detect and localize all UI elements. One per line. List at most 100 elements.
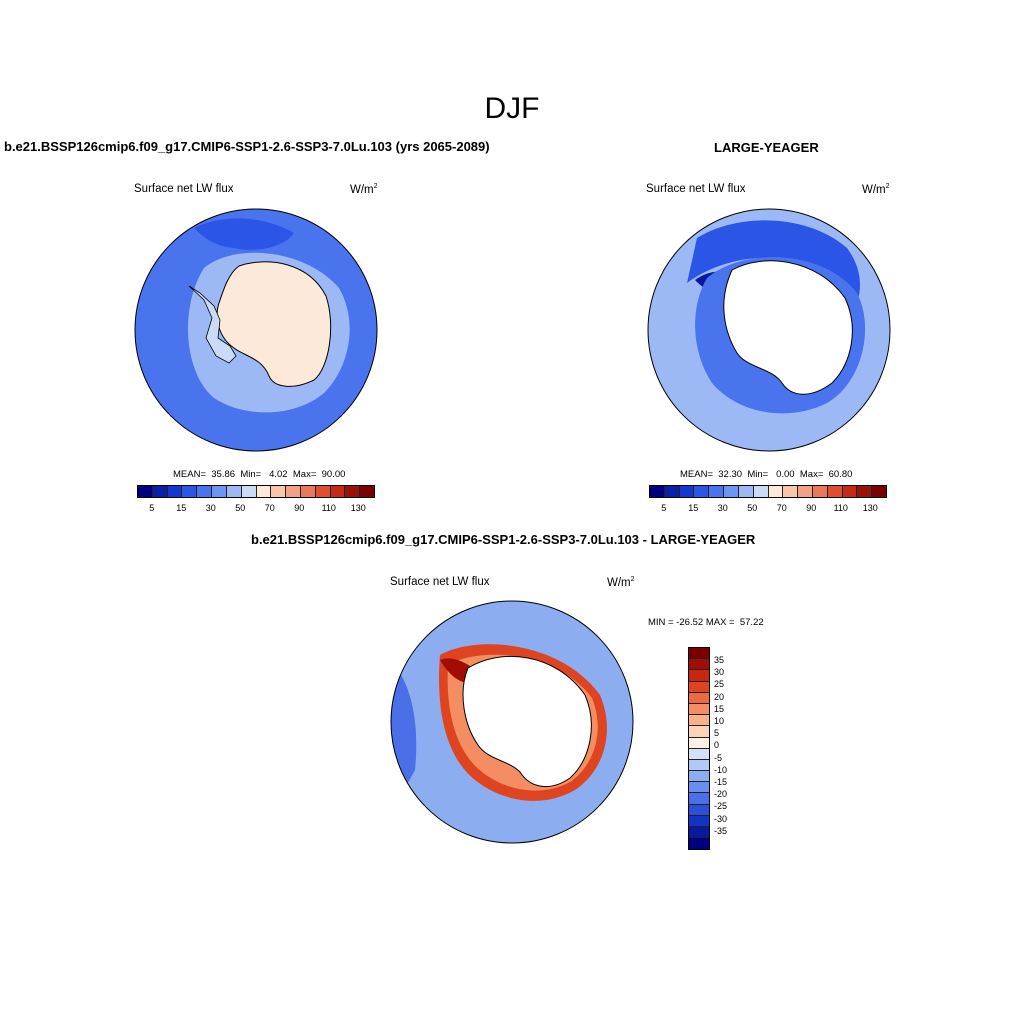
model-units-label: W/m2 xyxy=(350,183,378,196)
colorbar-swatch xyxy=(689,726,709,738)
obs-colorbar xyxy=(649,485,887,498)
model-panel-title: b.e21.BSSP126cmip6.f09_g17.CMIP6-SSP1-2.… xyxy=(4,139,490,154)
diff-units-label: W/m2 xyxy=(607,576,635,589)
model-ocean-anomaly xyxy=(194,218,294,250)
colorbar-swatch xyxy=(689,827,709,839)
colorbar-swatch xyxy=(694,486,710,497)
colorbar-tick-label: 25 xyxy=(714,679,725,690)
colorbar-swatch xyxy=(664,486,680,497)
colorbar-tick-label: 5 xyxy=(661,503,667,513)
colorbar-tick-label: 30 xyxy=(714,667,725,678)
colorbar-swatch xyxy=(812,486,828,497)
colorbar-tick-label: 5 xyxy=(149,503,155,513)
colorbar-swatch xyxy=(689,771,709,783)
colorbar-tick-label: 50 xyxy=(747,503,758,513)
colorbar-swatch xyxy=(689,681,709,693)
model-antarctica xyxy=(216,261,332,387)
diff-panel-title: b.e21.BSSP126cmip6.f09_g17.CMIP6-SSP1-2.… xyxy=(251,532,756,547)
model-variable-label: Surface net LW flux xyxy=(134,183,234,195)
colorbar-swatch xyxy=(330,486,346,497)
colorbar-tick-label: 5 xyxy=(714,728,720,739)
colorbar-swatch xyxy=(345,486,361,497)
colorbar-swatch xyxy=(689,648,709,660)
colorbar-swatch xyxy=(689,703,709,716)
diff-antarctica xyxy=(462,655,592,787)
colorbar-swatch xyxy=(872,486,886,497)
colorbar-tick-label: 70 xyxy=(264,503,275,513)
colorbar-swatch xyxy=(857,486,873,497)
colorbar-swatch xyxy=(256,486,272,497)
colorbar-swatch xyxy=(360,486,374,497)
colorbar-swatch xyxy=(689,748,709,760)
colorbar-swatch xyxy=(689,804,709,816)
model-peninsula xyxy=(188,285,237,364)
colorbar-tick-label: 10 xyxy=(714,716,725,726)
colorbar-tick-label: 130 xyxy=(350,503,366,513)
diff-polar-map xyxy=(390,600,634,844)
diff-colorbar xyxy=(688,647,710,851)
colorbar-tick-label: 70 xyxy=(776,503,787,513)
colorbar-swatch xyxy=(738,486,754,497)
colorbar-tick-label: 90 xyxy=(806,503,817,513)
colorbar-swatch xyxy=(798,486,813,497)
obs-ocean-band xyxy=(687,220,860,303)
colorbar-tick-label: 90 xyxy=(294,503,305,513)
colorbar-tick-label: -25 xyxy=(714,801,728,812)
colorbar-swatch xyxy=(300,486,316,497)
colorbar-tick-label: 20 xyxy=(714,691,725,702)
colorbar-swatch xyxy=(783,486,799,497)
season-title: DJF xyxy=(484,92,540,125)
colorbar-swatch xyxy=(152,486,168,497)
colorbar-swatch xyxy=(689,759,709,772)
colorbar-tick-label: 15 xyxy=(688,503,699,513)
colorbar-swatch xyxy=(689,838,709,850)
colorbar-tick-label: 110 xyxy=(833,503,848,513)
colorbar-tick-label: 50 xyxy=(235,503,246,513)
colorbar-swatch xyxy=(226,486,242,497)
diff-variable-label: Surface net LW flux xyxy=(390,576,490,588)
colorbar-swatch xyxy=(689,715,709,727)
colorbar-swatch xyxy=(724,486,739,497)
colorbar-swatch xyxy=(212,486,227,497)
colorbar-tick-label: 0 xyxy=(714,740,720,751)
colorbar-swatch xyxy=(689,737,709,749)
colorbar-swatch xyxy=(689,670,709,682)
colorbar-swatch xyxy=(241,486,257,497)
diff-minmax: MIN = -26.52 MAX = 57.22 xyxy=(648,617,764,628)
obs-polar-map xyxy=(647,208,891,452)
colorbar-swatch xyxy=(138,486,153,497)
colorbar-tick-label: -30 xyxy=(714,813,728,824)
colorbar-swatch xyxy=(650,486,665,497)
colorbar-tick-label: -20 xyxy=(714,789,728,800)
colorbar-tick-label: 15 xyxy=(714,703,725,714)
colorbar-tick-label: 130 xyxy=(862,503,878,513)
obs-variable-label: Surface net LW flux xyxy=(646,183,746,195)
colorbar-swatch xyxy=(689,793,709,805)
colorbar-swatch xyxy=(842,486,858,497)
colorbar-tick-label: 15 xyxy=(176,503,187,513)
colorbar-tick-label: 35 xyxy=(714,655,725,665)
colorbar-swatch xyxy=(167,486,183,497)
colorbar-swatch xyxy=(689,782,709,794)
obs-antarctica xyxy=(723,260,853,395)
obs-units-label: W/m2 xyxy=(862,183,890,196)
colorbar-swatch xyxy=(689,692,709,704)
colorbar-swatch xyxy=(689,659,709,671)
colorbar-swatch xyxy=(286,486,301,497)
colorbar-swatch xyxy=(768,486,784,497)
colorbar-tick-label: -35 xyxy=(714,825,728,836)
colorbar-tick-label: -5 xyxy=(714,752,723,763)
colorbar-tick-label: -15 xyxy=(714,777,728,787)
colorbar-tick-label: 30 xyxy=(717,503,728,513)
colorbar-swatch xyxy=(315,486,331,497)
colorbar-swatch xyxy=(827,486,843,497)
colorbar-swatch xyxy=(197,486,213,497)
model-colorbar xyxy=(137,485,375,498)
colorbar-swatch xyxy=(679,486,695,497)
obs-stats: MEAN= 32.30 Min= 0.00 Max= 60.80 xyxy=(680,469,853,480)
colorbar-swatch xyxy=(182,486,198,497)
colorbar-swatch xyxy=(271,486,287,497)
colorbar-swatch xyxy=(709,486,725,497)
model-stats: MEAN= 35.86 Min= 4.02 Max= 90.00 xyxy=(173,469,346,480)
obs-panel-title: LARGE-YEAGER xyxy=(714,140,819,155)
